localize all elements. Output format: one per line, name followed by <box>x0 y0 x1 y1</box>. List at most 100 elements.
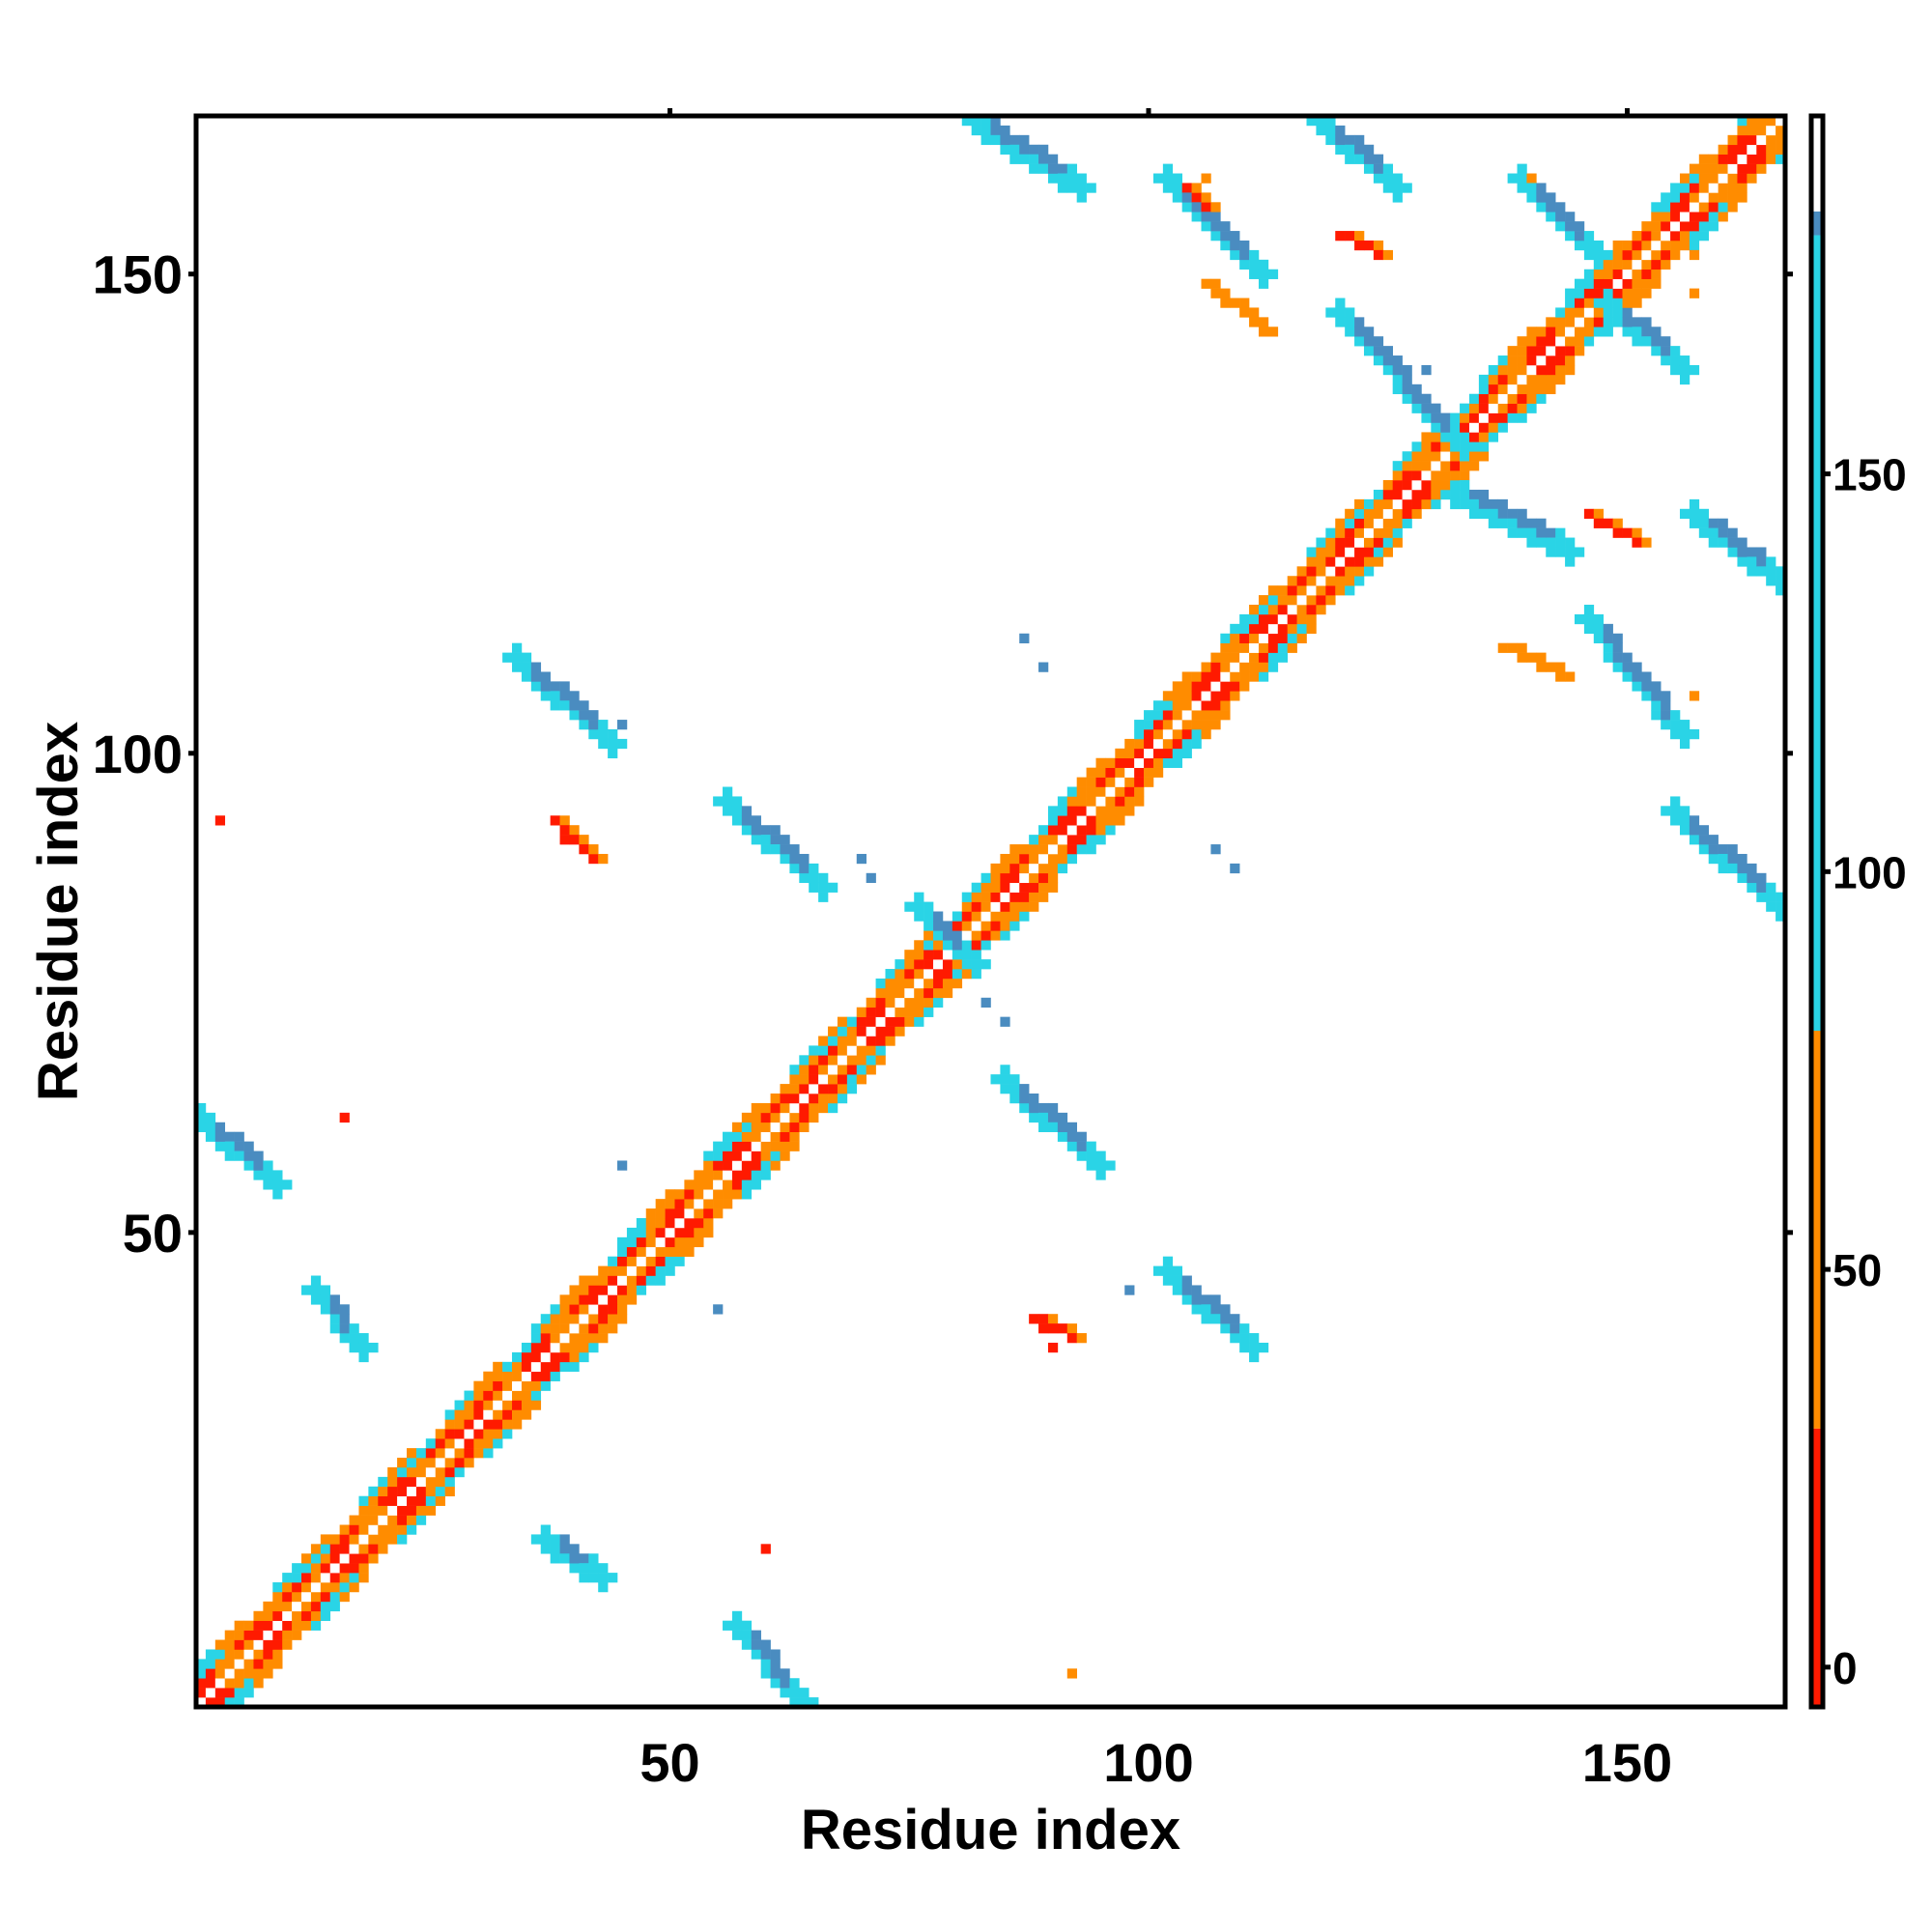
heatmap-cell <box>1583 613 1595 625</box>
heatmap-cell <box>1239 307 1250 318</box>
heatmap-cell <box>942 940 953 951</box>
heatmap-cell <box>598 1582 609 1593</box>
heatmap-cell <box>809 1074 819 1085</box>
heatmap-cell <box>1737 537 1747 548</box>
heatmap-cell <box>1526 173 1537 184</box>
heatmap-cell <box>407 1515 417 1525</box>
heatmap-cell <box>837 1094 848 1104</box>
heatmap-cell <box>415 1495 427 1506</box>
heatmap-cell <box>502 1429 513 1439</box>
heatmap-cell <box>493 1409 503 1420</box>
heatmap-cell <box>694 1208 704 1219</box>
heatmap-cell <box>1583 231 1595 242</box>
heatmap-cell <box>1718 527 1728 538</box>
heatmap-cell <box>694 1179 704 1190</box>
heatmap-cell <box>1239 259 1250 270</box>
heatmap-cell <box>1460 441 1470 452</box>
heatmap-cell <box>1679 728 1690 740</box>
heatmap-cell <box>1517 374 1527 385</box>
heatmap-cell <box>1402 183 1412 193</box>
heatmap-cell <box>1086 825 1096 836</box>
heatmap-cell <box>703 1208 714 1219</box>
heatmap-cell <box>1335 134 1346 146</box>
heatmap-cell <box>1536 393 1547 404</box>
heatmap-cell <box>1373 556 1384 567</box>
heatmap-cell <box>224 1697 235 1708</box>
heatmap-cell <box>214 1659 226 1669</box>
heatmap-cell <box>837 1074 848 1085</box>
heatmap-cell <box>263 1668 273 1679</box>
heatmap-cell <box>1460 403 1470 413</box>
heatmap-cell <box>1124 767 1135 778</box>
heatmap-cell <box>1392 537 1403 548</box>
heatmap-cell <box>378 1534 388 1545</box>
heatmap-cell <box>588 1314 599 1324</box>
heatmap-cell <box>1661 192 1671 203</box>
heatmap-cell <box>598 720 609 730</box>
heatmap-cell <box>1019 154 1030 164</box>
heatmap-cell <box>1411 508 1422 520</box>
heatmap-cell <box>1009 154 1020 164</box>
heatmap-cell <box>1066 806 1077 816</box>
colorbar-segment <box>1811 1031 1823 1429</box>
heatmap-cell <box>866 1045 876 1056</box>
heatmap-cell <box>837 1036 848 1046</box>
heatmap-cell <box>444 1476 455 1488</box>
heatmap-cell <box>1737 154 1747 164</box>
heatmap-cell <box>1220 1314 1231 1324</box>
heatmap-cell <box>1651 231 1662 242</box>
heatmap-cell <box>1670 212 1681 222</box>
heatmap-cell <box>751 1151 761 1161</box>
heatmap-cell <box>703 1217 714 1229</box>
x-axis-label: Residue index <box>801 1799 1180 1861</box>
heatmap-cell <box>1708 518 1719 528</box>
heatmap-cell <box>971 959 981 970</box>
heatmap-cell <box>378 1505 388 1516</box>
heatmap-cell <box>942 969 953 980</box>
heatmap-cell <box>770 825 781 836</box>
heatmap-cell <box>1239 662 1250 672</box>
heatmap-cell <box>1641 240 1652 251</box>
heatmap-cell <box>914 940 924 951</box>
heatmap-cell <box>1689 288 1700 298</box>
heatmap-cell <box>1497 412 1508 423</box>
heatmap-cell <box>454 1409 465 1420</box>
heatmap-cell <box>1258 259 1269 270</box>
heatmap-cell <box>224 1659 235 1669</box>
heatmap-cell <box>1038 1112 1049 1123</box>
heatmap-cell <box>780 1131 790 1142</box>
heatmap-cell <box>1382 364 1394 376</box>
heatmap-cell <box>196 1659 207 1669</box>
heatmap-cell <box>1382 346 1394 356</box>
heatmap-cell <box>243 1639 254 1650</box>
heatmap-cell <box>196 1678 207 1689</box>
heatmap-cell <box>1249 1351 1260 1363</box>
heatmap-cell <box>1536 364 1547 376</box>
heatmap-cell <box>550 1544 560 1554</box>
heatmap-cell <box>1009 911 1020 922</box>
heatmap-cell <box>1450 498 1461 510</box>
heatmap-cell <box>1000 921 1010 931</box>
heatmap-cell <box>1468 451 1480 462</box>
heatmap-cell <box>320 1610 331 1621</box>
heatmap-cell <box>1047 835 1059 845</box>
heatmap-cell <box>1612 269 1623 279</box>
colorbar-segment <box>1811 235 1823 1032</box>
heatmap-cell <box>473 1419 484 1430</box>
heatmap-cell <box>588 710 599 721</box>
heatmap-cell <box>1679 508 1690 520</box>
heatmap-cell <box>1776 576 1786 586</box>
heatmap-cell <box>799 1102 810 1114</box>
heatmap-cell <box>425 1448 437 1459</box>
heatmap-cell <box>1526 327 1537 337</box>
heatmap-cell <box>1038 1122 1049 1132</box>
heatmap-cell <box>1497 355 1508 366</box>
heatmap-cell <box>885 978 895 989</box>
heatmap-cell <box>1583 278 1595 289</box>
heatmap-cell <box>1632 336 1642 347</box>
heatmap-cell <box>1603 288 1613 298</box>
heatmap-cell <box>1382 518 1394 528</box>
heatmap-cell <box>1468 432 1480 442</box>
heatmap-cell <box>224 1649 235 1660</box>
heatmap-cell <box>301 1573 312 1583</box>
